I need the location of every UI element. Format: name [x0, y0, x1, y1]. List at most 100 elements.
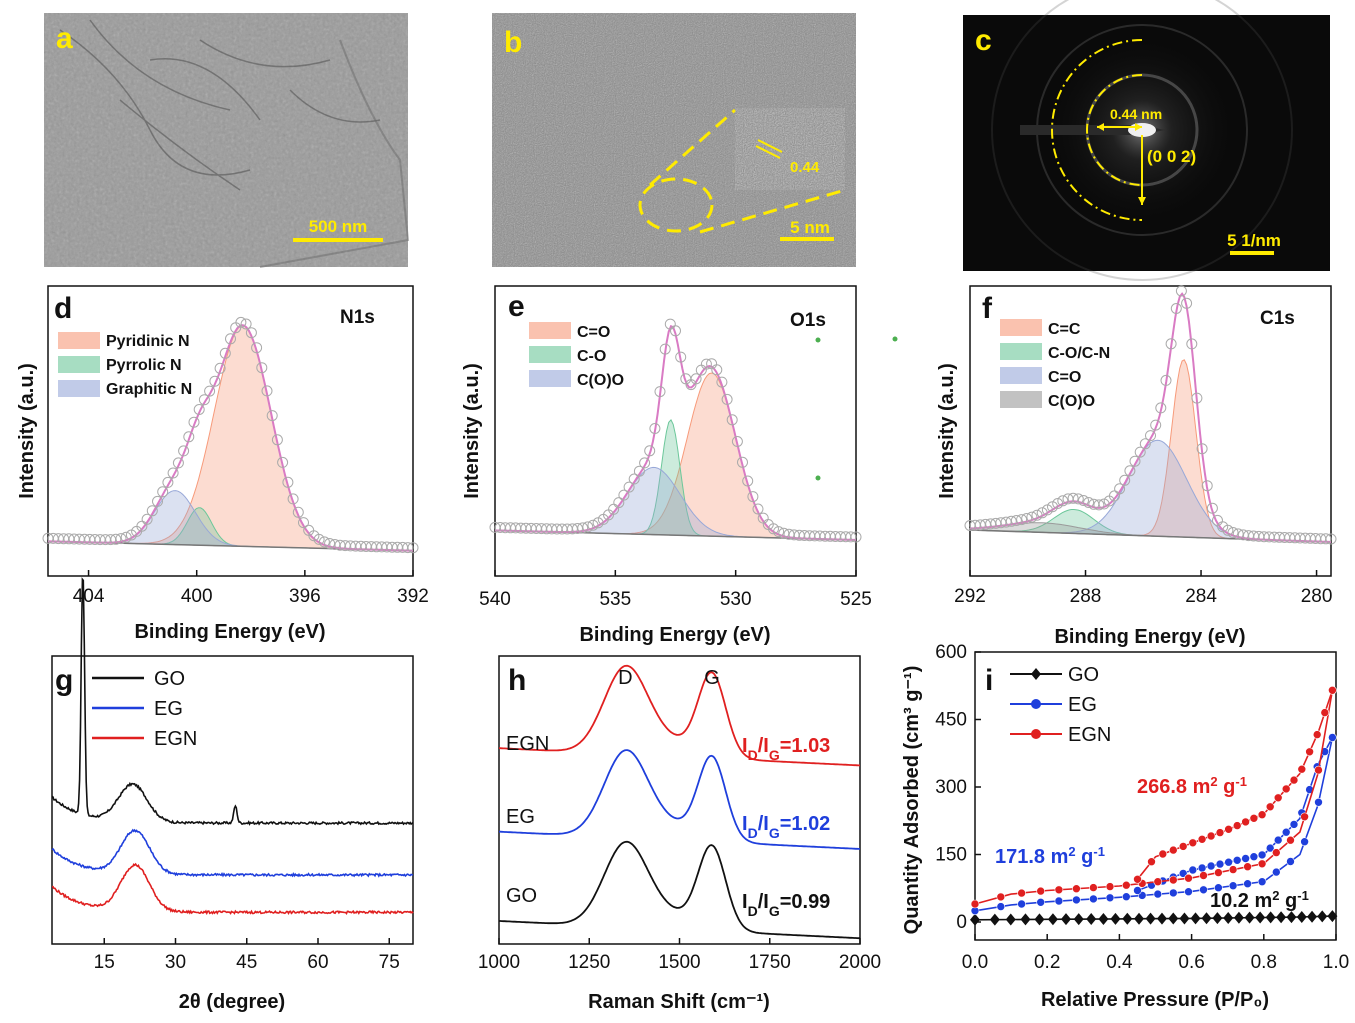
- xrd-line-egn: [52, 862, 414, 916]
- x-tick-label: 1500: [658, 952, 700, 973]
- raw-data-point: [152, 495, 163, 507]
- ring-inner: [1086, 74, 1143, 186]
- panel-letter-b: b: [504, 26, 522, 59]
- zoom-ellipse: [638, 177, 714, 233]
- y-tick-label: 300: [935, 777, 967, 798]
- area-label-part: -1: [1235, 774, 1247, 789]
- isotherm-marker: [989, 913, 1000, 926]
- isotherm-marker: [1178, 869, 1188, 878]
- isotherm-marker: [1184, 887, 1193, 897]
- y-tick-label: 450: [935, 710, 967, 731]
- area-label-part: -1: [1297, 888, 1309, 903]
- isotherm-marker: [1314, 797, 1323, 807]
- x-axis-label-d: Binding Energy (eV): [134, 621, 325, 643]
- raw-data-point: [572, 523, 583, 534]
- plot-frame-g: [51, 655, 414, 945]
- raw-data-point: [1031, 509, 1043, 521]
- raw-data-point: [287, 493, 299, 505]
- area-label-part: 2: [1068, 844, 1075, 859]
- raw-data-point: [1196, 443, 1208, 455]
- x-tick-label: 540: [479, 589, 511, 610]
- raw-data-point: [1155, 402, 1167, 414]
- raw-data-point: [1072, 493, 1084, 505]
- ratio-label-part: D: [748, 825, 758, 841]
- ratio-label-part: =1.02: [780, 813, 831, 835]
- isotherm-marker: [1249, 852, 1259, 862]
- raw-data-point: [778, 527, 790, 539]
- isotherm-marker: [1188, 838, 1198, 848]
- raw-data-point: [386, 541, 398, 553]
- raw-data-point: [350, 540, 362, 552]
- raw-data-point: [1078, 495, 1089, 506]
- raman-series-label: GO: [506, 885, 537, 907]
- raw-data-point: [219, 347, 231, 359]
- panel-letter-g: g: [55, 664, 73, 697]
- peak-label-g: G: [704, 667, 720, 689]
- raw-data-point: [1201, 480, 1213, 492]
- raw-data-point: [1227, 527, 1239, 538]
- legend-label-c-o-c-n: C-O/C-N: [1048, 345, 1110, 362]
- isotherm-marker: [1215, 828, 1225, 837]
- isotherm-marker: [1169, 875, 1178, 885]
- isotherm-marker: [1005, 913, 1016, 926]
- raw-data-point: [1165, 338, 1177, 350]
- isotherm-marker: [1300, 812, 1309, 822]
- raw-data-point: [1139, 438, 1151, 450]
- x-tick-label: 75: [379, 952, 400, 973]
- raw-data-point: [407, 542, 419, 554]
- stray-dot: [815, 337, 821, 343]
- raw-data-point: [649, 423, 661, 434]
- isotherm-marker: [1098, 912, 1109, 925]
- raw-data-point: [277, 456, 289, 468]
- raw-data-point: [1108, 490, 1120, 502]
- isotherm-marker: [1249, 813, 1259, 823]
- panel-letter-i: i: [985, 664, 993, 697]
- raw-data-point: [89, 534, 101, 545]
- raw-data-point: [271, 434, 283, 446]
- raw-data-point: [1181, 297, 1193, 309]
- raw-data-point: [690, 373, 702, 385]
- ratio-label-part: I: [742, 891, 748, 913]
- isotherm-marker: [1178, 842, 1188, 851]
- raw-data-point: [639, 457, 651, 469]
- raw-data-point: [1005, 515, 1017, 527]
- isotherm-marker: [1122, 912, 1133, 925]
- legend-swatch-c-o: [529, 346, 571, 363]
- x-tick-label: 292: [954, 586, 986, 607]
- plane-label: (0 0 2): [1147, 147, 1196, 166]
- isotherm-marker: [1199, 885, 1208, 895]
- d-spacing-label: 0.44 nm: [1110, 106, 1162, 122]
- raw-data-point: [1222, 524, 1234, 536]
- raw-data-point: [214, 362, 226, 374]
- isotherm-marker: [1224, 824, 1233, 834]
- isotherm-marker: [1072, 895, 1081, 905]
- isotherm-marker: [1105, 882, 1115, 891]
- area-label-part: g: [1076, 846, 1094, 868]
- scalebar-b: [780, 237, 834, 241]
- isotherm-marker: [1184, 873, 1193, 883]
- area-label-part: g: [1280, 890, 1298, 912]
- panel-i: i Relative Pressure (P/P₀) Quantity Adso…: [901, 642, 1349, 1011]
- isotherm-marker: [1228, 881, 1238, 891]
- raw-data-point: [1093, 499, 1105, 511]
- fit-envelope: [969, 292, 1332, 543]
- plot-title-f: C1s: [1260, 308, 1295, 329]
- legend-label-c-eq-o: C=O: [577, 324, 610, 341]
- isotherm-marker: [1317, 910, 1328, 923]
- isotherm-marker: [1122, 880, 1131, 890]
- isotherm-marker: [1197, 863, 1207, 873]
- legend-label-c-o: C-O: [577, 348, 606, 365]
- raw-data-point: [737, 456, 748, 468]
- raw-data-point: [298, 517, 309, 529]
- x-tick-label: 0.2: [1034, 952, 1060, 973]
- raman-series-label: EG: [506, 806, 535, 828]
- raw-data-point: [747, 491, 759, 503]
- x-tick-label: 280: [1301, 586, 1333, 607]
- y-axis-label-e: Intensity (a.u.): [461, 363, 483, 499]
- area-label-part: -1: [1093, 844, 1105, 859]
- legend-f: C=C C-O/C-N C=O C(O)O: [1000, 319, 1110, 410]
- isotherm-marker: [1286, 835, 1295, 845]
- y-tick-label: 150: [935, 845, 967, 866]
- raw-data-point: [329, 539, 341, 550]
